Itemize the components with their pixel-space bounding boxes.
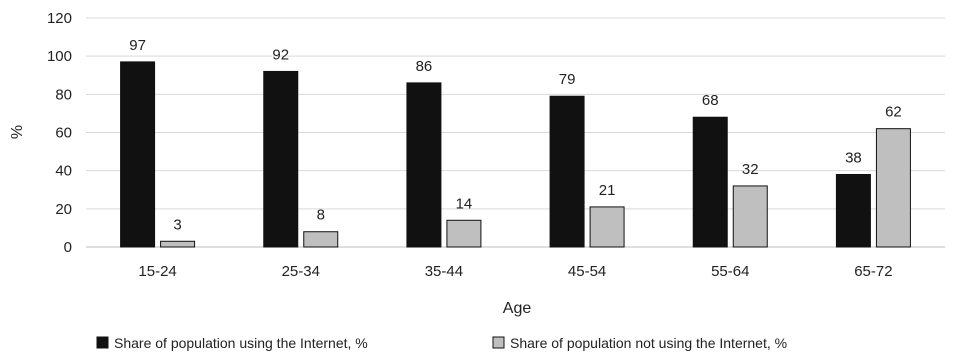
data-label: 62 [885,104,902,121]
y-tick-label: 20 [55,201,72,218]
bar-using-45-54 [549,95,585,248]
data-label: 3 [173,216,181,233]
bar-using-25-34 [263,70,299,248]
bar-not-using-35-44 [446,219,482,248]
x-tick-label: 45-54 [568,263,606,280]
data-label: 92 [272,46,289,63]
legend: Share of population using the Internet, … [96,335,787,351]
x-tick-label: 15-24 [138,263,176,280]
bar-not-using-45-54 [589,206,625,248]
bar-not-using-55-64 [732,185,768,248]
bar-using-65-72 [835,173,871,248]
bar-not-using-65-72 [875,128,911,248]
x-axis-title: Age [503,300,532,317]
data-label: 86 [416,58,433,75]
data-label: 32 [742,161,759,178]
y-tick-label: 100 [47,48,72,65]
x-tick-label: 65-72 [854,263,892,280]
bar-using-35-44 [406,82,442,248]
data-label: 97 [129,37,146,54]
y-tick-label: 0 [64,239,72,256]
legend-label: Share of population not using the Intern… [510,335,787,351]
bar-using-55-64 [692,116,728,248]
bar-not-using-25-34 [303,231,339,248]
y-tick-label: 40 [55,163,72,180]
x-axis-ticks: 15-24 25-34 35-44 45-54 55-64 65-72 [138,263,892,280]
data-label: 21 [599,182,616,199]
x-tick-label: 35-44 [425,263,463,280]
legend-swatch [492,336,505,349]
x-tick-label: 55-64 [711,263,749,280]
bar-not-using-15-24 [160,240,196,248]
x-tick-label: 25-34 [282,263,320,280]
legend-label: Share of population using the Internet, … [114,335,368,351]
gridlines [86,17,945,248]
bars [120,61,911,248]
bar-using-15-24 [120,61,156,248]
y-tick-label: 80 [55,86,72,103]
data-label: 68 [702,92,719,109]
legend-item: Share of population not using the Intern… [492,335,787,351]
y-axis-title: % [9,125,26,139]
y-tick-label: 60 [55,125,72,142]
data-label: 14 [456,195,473,212]
legend-item: Share of population using the Internet, … [96,335,368,351]
data-labels: 97 3 92 8 86 14 79 21 68 32 38 62 [129,37,902,233]
legend-swatch [96,336,109,349]
data-label: 8 [317,207,325,224]
data-label: 38 [845,149,862,166]
y-axis-ticks: 0 20 40 60 80 100 120 [47,10,72,256]
data-label: 79 [559,71,576,88]
y-tick-label: 120 [47,10,72,27]
